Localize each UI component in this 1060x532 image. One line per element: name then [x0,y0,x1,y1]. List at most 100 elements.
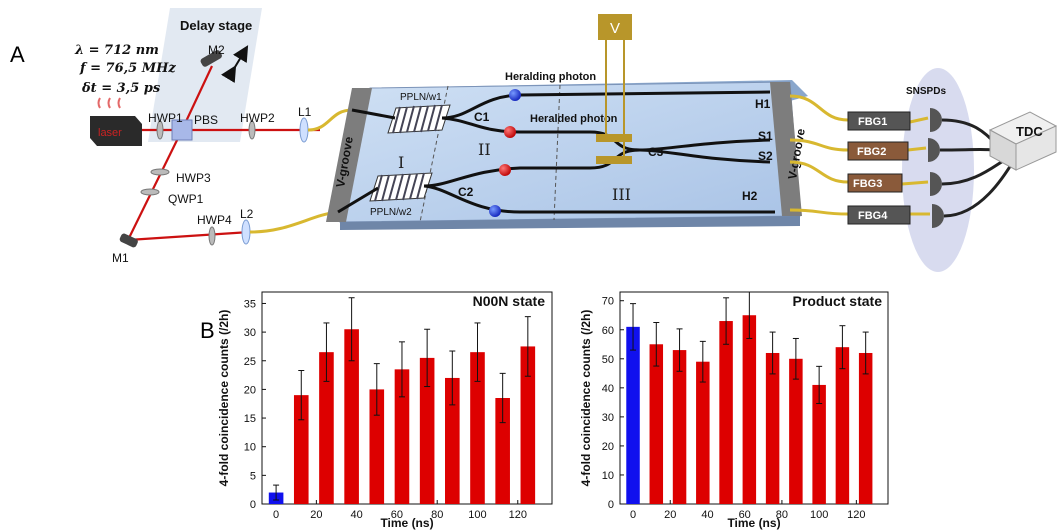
chart-product-ylabel: 4-fold coincidence counts (/2h) [579,310,593,487]
chart-noon-bar-4 [369,389,385,504]
heralding-photon-dot [509,89,521,101]
lens-l2 [241,219,251,245]
ppln-w2 [369,172,433,202]
chart-noon-ytick-label-1: 5 [250,470,256,482]
qwp1-label: QWP1 [168,192,204,206]
param-rate: f = 76,5 MHz [79,61,176,76]
mirror-m2-label: M2 [208,43,225,57]
chart-noon-bar-9 [495,398,510,504]
chart-noon-ytick-label-5: 25 [244,356,256,368]
photonic-chip: V-groove V-groove PPLN/w1 P [326,14,808,230]
hwp4-label: HWP4 [197,213,232,227]
chart-noon-bar-7 [445,377,460,504]
chart-noon-xtick-label-0: 0 [273,509,279,521]
delay-stage-label: Delay stage [180,18,252,33]
delay-stage-box [148,8,262,142]
chart-product-bars [626,291,873,504]
tdc-label: TDC [1016,124,1043,139]
mirror-m2 [200,50,222,67]
chart-noon-bar-3 [344,329,359,504]
chart-product-ytick-label-0: 0 [608,499,614,511]
chart-noon-ytick-label-4: 20 [244,384,256,396]
chart-product-bar-5 [742,315,757,504]
chart-noon-xtick-label-3: 60 [391,509,403,521]
chart-product-bar-3 [696,361,710,504]
hwp3-label: HWP3 [176,171,211,185]
chart-product-xtick-label-1: 20 [664,509,676,521]
chart-product-bar-2 [672,350,687,504]
chart-noon-ytick-label-0: 0 [250,499,256,511]
voltage-label: V [610,20,620,37]
coupler-c1-label: C1 [474,110,490,124]
chart-noon-ytick-label-3: 15 [244,413,256,425]
fbg4-label: FBG4 [858,210,888,222]
chart-noon-bar-2 [319,352,334,504]
param-delay: δt = 3,5 ps [81,81,161,96]
chart-product-ytick-label-5: 50 [602,354,614,366]
chart-noon-title: N00N state [473,293,546,309]
lens-l1 [299,117,309,143]
pbs-cube [171,119,193,141]
chart-product-ytick-label-3: 30 [602,412,614,424]
chart-product-xtick-label-3: 60 [739,509,751,521]
coupler-c3-label: C3 [648,145,664,159]
tdc-box [988,111,1058,171]
chart-noon-ylabel: 4-fold coincidence counts (/2h) [217,310,231,487]
region-3-label: III [612,185,631,204]
output-s1-label: S1 [758,129,773,143]
detection-setup: SNSPDs FBG1 FBG2 FBG3 FBG4 [789,68,1058,272]
ppln-w1-label: PPLN/w1 [400,92,442,103]
chart-noon-bar-8 [470,352,485,504]
pbs-label: PBS [194,113,218,127]
optical-setup: Delay stage λ = 712 nm f = 76,5 MHz δt =… [74,8,353,265]
chart-noon-y-axis: 0 5 10 15 20 25 30 35 [244,298,266,511]
hwp4 [208,226,216,246]
chart-noon-xtick-label-2: 40 [351,509,363,521]
v-groove-left [326,88,372,222]
chart-product-bar-9 [835,347,850,504]
voltage-source [596,14,632,164]
chart-noon-xtick-label-4: 80 [431,509,443,521]
chart-product-ytick-label-4: 40 [602,383,614,395]
chart-product-y-axis: 0 10 20 30 40 50 60 70 [602,296,624,511]
chart-product-xlabel: Time (ns) [727,516,780,530]
chart-product-xtick-label-5: 100 [810,509,828,521]
chart-product-ytick-label-1: 10 [602,470,614,482]
hwp2-label: HWP2 [240,111,275,125]
hwp2 [248,120,256,140]
lens-l1-label: L1 [298,105,312,119]
chart-noon-ytick-label-2: 10 [244,442,256,454]
hwp1 [156,120,164,140]
chart-product-bar-4 [719,321,733,504]
chart-noon-xtick-label-5: 100 [468,509,486,521]
chart-noon-xtick-label-6: 120 [509,509,527,521]
mirror-m1-label: M1 [112,251,129,265]
qwp1 [140,188,160,196]
chart-noon-state: 0 5 10 15 20 25 30 35 0 20 40 60 80 100 120 N00N stat… [217,291,553,530]
output-h2-label: H2 [742,189,758,203]
chart-noon-xtick-label-1: 20 [310,509,322,521]
heralded-photon-dot-2 [499,164,511,176]
chart-product-ytick-label-2: 20 [602,441,614,453]
panel-label-b: B [200,318,215,343]
ppln-w2-label: PPLN/w2 [370,207,412,218]
laser-label: laser [98,127,122,139]
fbg-filters [847,111,911,225]
chart-product-xtick-label-0: 0 [630,509,636,521]
chart-noon-bar-1 [293,395,309,504]
chart-product-ytick-label-6: 60 [602,325,614,337]
chart-product-bar-0 [626,326,640,504]
snspd-region [902,68,974,272]
v-groove-right [770,82,802,216]
chart-product-ytick-label-7: 70 [602,296,614,308]
chart-product-title: Product state [793,293,883,309]
lens-l2-label: L2 [240,207,254,221]
ppln-w1 [387,104,451,134]
region-2-label: II [478,140,491,159]
chart-noon-ytick-label-6: 30 [244,327,256,339]
chart-noon-bars [268,297,536,504]
snspds-label: SNSPDs [906,86,946,97]
chart-product-bar-1 [649,344,664,504]
chart-product-bar-10 [858,352,873,504]
